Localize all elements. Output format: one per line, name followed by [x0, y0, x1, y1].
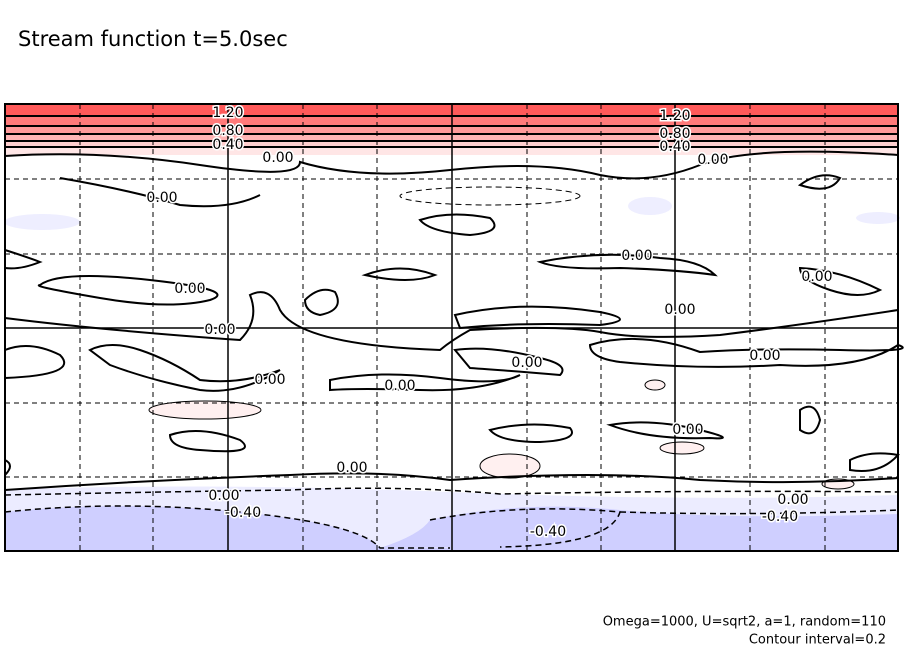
contour-label: 0.00 [262, 150, 293, 166]
contour-label: 0.00 [204, 322, 235, 338]
contour-label: 0.00 [174, 281, 205, 297]
contour-label: 1.20 [212, 105, 243, 121]
contours [4, 115, 904, 549]
contour-label: -0.40 [225, 505, 261, 521]
contour-label: 0.00 [208, 488, 239, 504]
contour-label: -0.40 [530, 524, 566, 540]
contour-label: 0.00 [254, 372, 285, 388]
contour-label: -0.40 [762, 509, 798, 525]
contour-label: 0.00 [664, 302, 695, 318]
contour-label: 0.00 [146, 190, 177, 206]
contour-label: 0.40 [659, 139, 690, 155]
chart-title: Stream function t=5.0sec [18, 27, 288, 51]
note: Contour interval=0.2 [749, 633, 886, 648]
contour-label: 0.80 [659, 126, 690, 142]
plot-area: 1.20 1.200.80 0.800.40 0.400.00 0.000.000.00… [4, 103, 904, 552]
contour-label: 0.00 [336, 460, 367, 476]
contour-label: 0.00 [777, 492, 808, 508]
contour-label: 0.00 [511, 355, 542, 371]
contour-label: 0.00 [697, 152, 728, 168]
contour-label: 0.00 [801, 269, 832, 285]
contour-labels: 1.20 1.200.80 0.800.40 0.400.00 0.000.000.00… [145, 104, 834, 542]
contour-label: 0.40 [212, 137, 243, 153]
contour-label: 1.20 [659, 108, 690, 124]
contour-label: 0.80 [212, 123, 243, 139]
contour-label: 0.00 [672, 422, 703, 438]
contour-label: 0.00 [384, 378, 415, 394]
note: Omega=1000, U=sqrt2, a=1, random=110 [603, 615, 886, 630]
contour-label: 0.00 [621, 248, 652, 264]
contour-label: 0.00 [749, 348, 780, 364]
